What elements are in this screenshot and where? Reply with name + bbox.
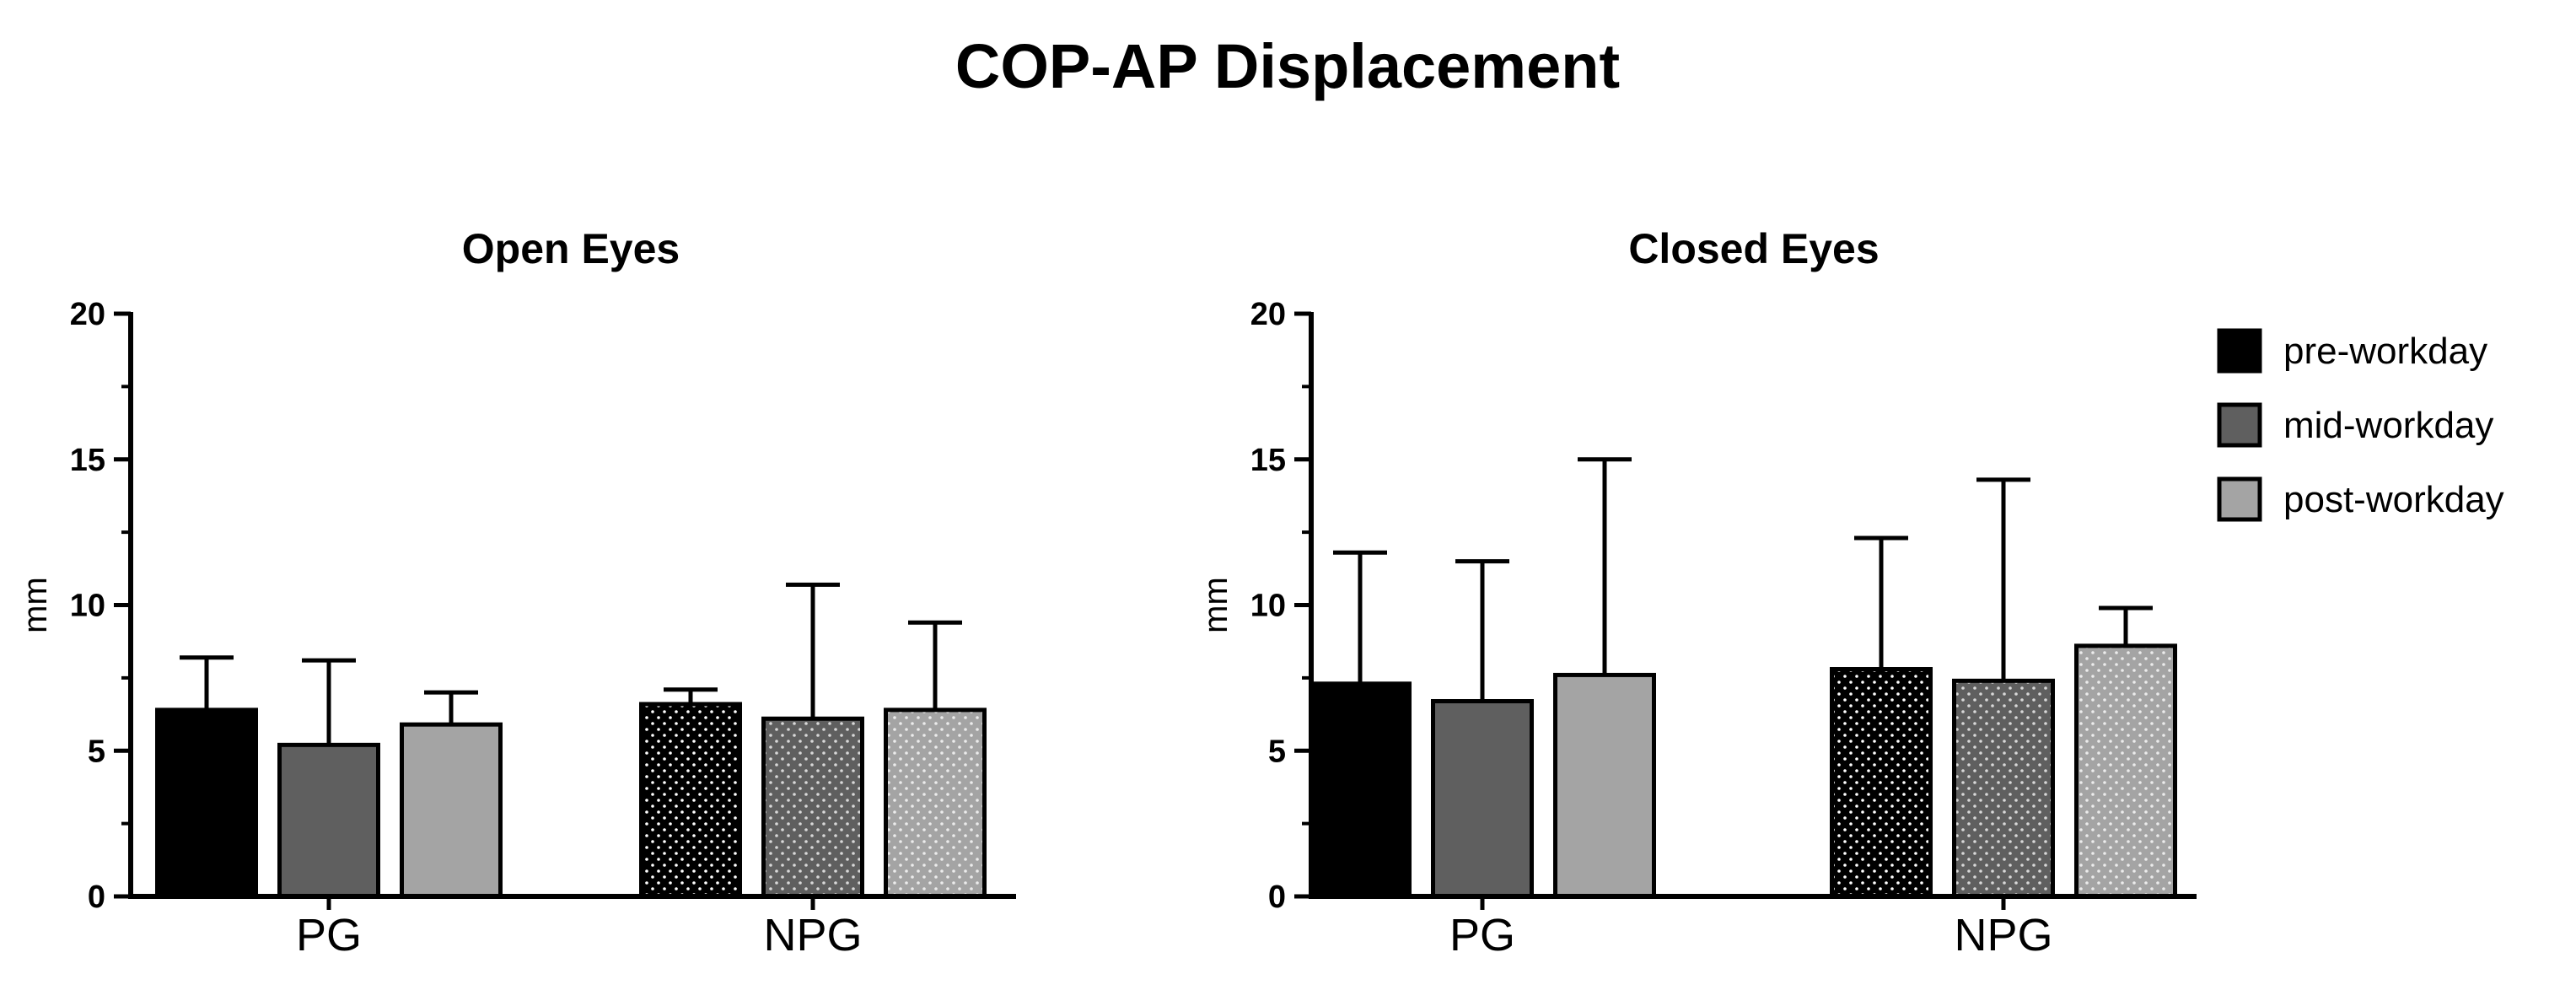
bar-npg-pre-workday [1830,667,1933,899]
y-tick-label: 20 [70,297,105,332]
bar-pg-post-workday [400,722,503,899]
y-tick-label: 15 [1250,443,1286,478]
bar-pg-pre-workday [155,708,258,899]
y-tick-label: 20 [1250,297,1286,332]
x-tick-label-npg: NPG [763,910,862,960]
y-tick-label: 15 [70,443,105,478]
bar-pg-post-workday [1553,672,1656,899]
x-tick-label-pg: PG [296,910,362,960]
y-tick-label: 5 [1268,734,1286,769]
legend-swatch-pre-workday [2217,328,2262,374]
bar-npg-pre-workday [639,702,742,899]
legend-swatch-mid-workday [2217,402,2262,448]
legend-label-post-workday: post-workday [2283,479,2504,520]
legend-label-pre-workday: pre-workday [2283,331,2487,372]
x-tick-label-npg: NPG [1954,910,2052,960]
bar-npg-post-workday [884,708,987,899]
panel-title: Open Eyes [462,225,680,272]
y-tick-label: 0 [88,880,105,915]
figure-title: COP-AP Displacement [955,31,1620,101]
chart-panel-closed-eyes: Closed Eyes mm PG NPG 0 5 10 15 20 [1197,225,2197,960]
bar-npg-mid-workday [761,716,864,899]
y-axis-label: mm [17,577,54,633]
y-tick-label: 0 [1268,880,1286,915]
legend-swatch-post-workday [2217,476,2262,522]
bar-npg-post-workday [2074,643,2177,899]
panel-title: Closed Eyes [1628,225,1879,272]
x-tick-label-pg: PG [1449,910,1515,960]
legend: pre-workday mid-workday post-workday [2217,328,2504,522]
bar-pg-mid-workday [1431,699,1534,899]
y-tick-label: 5 [88,734,105,769]
legend-label-mid-workday: mid-workday [2283,405,2493,446]
y-tick-label: 10 [70,589,105,624]
bar-npg-mid-workday [1952,678,2055,899]
y-tick-label: 10 [1250,589,1286,624]
bar-pg-mid-workday [277,742,380,899]
chart-panel-open-eyes: Open Eyes mm PG NPG 0 5 10 15 20 [17,225,1016,960]
bar-pg-pre-workday [1309,681,1412,899]
y-axis-label: mm [1197,577,1234,633]
